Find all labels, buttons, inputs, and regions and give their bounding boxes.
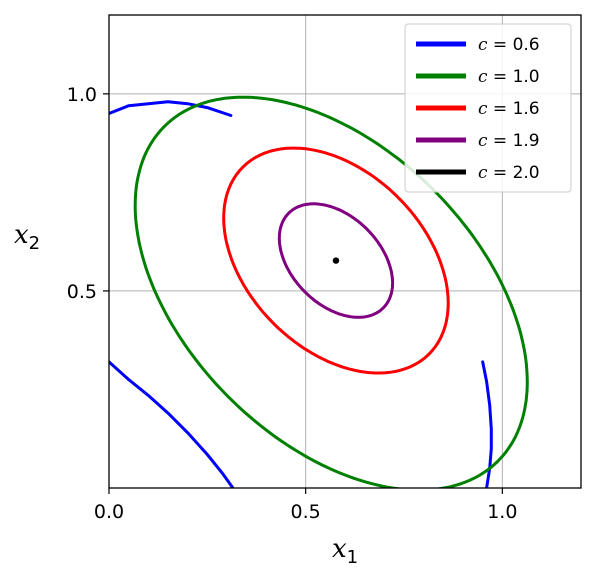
y-tick-label: 1.0: [67, 84, 97, 106]
contour-c-0-6: [109, 360, 235, 488]
legend: c = 0.6 c = 1.0 c = 1.6 c = 1.9 c = 2.0: [404, 23, 572, 193]
contour-c-0-6: [109, 100, 233, 117]
x-axis-label: x1: [332, 534, 358, 568]
contour-c-1-6: [222, 146, 450, 375]
legend-label-2-0: c = 2.0: [478, 163, 540, 183]
legend-label-0-6: c = 0.6: [478, 35, 540, 55]
y-tick-label: 0.5: [67, 281, 97, 303]
plot-frame: [108, 14, 582, 489]
contour-c-2-0: [332, 257, 340, 264]
legend-label-1-6: c = 1.6: [478, 99, 540, 119]
contour-c-1-0: [133, 95, 529, 488]
axis-ticks: 0.0 0.5 1.0 0.5 1.0: [67, 84, 518, 523]
legend-label-1-0: c = 1.0: [478, 67, 540, 87]
y-axis-label: x2: [14, 220, 40, 254]
x-tick-label: 1.0: [487, 501, 517, 523]
legend-box: [404, 23, 572, 193]
legend-label-1-9: c = 1.9: [478, 131, 540, 151]
contour-c-1-9: [277, 202, 395, 319]
x-tick-label: 0.0: [94, 501, 124, 523]
x-tick-label: 0.5: [291, 501, 321, 523]
contour-series: [109, 95, 529, 488]
